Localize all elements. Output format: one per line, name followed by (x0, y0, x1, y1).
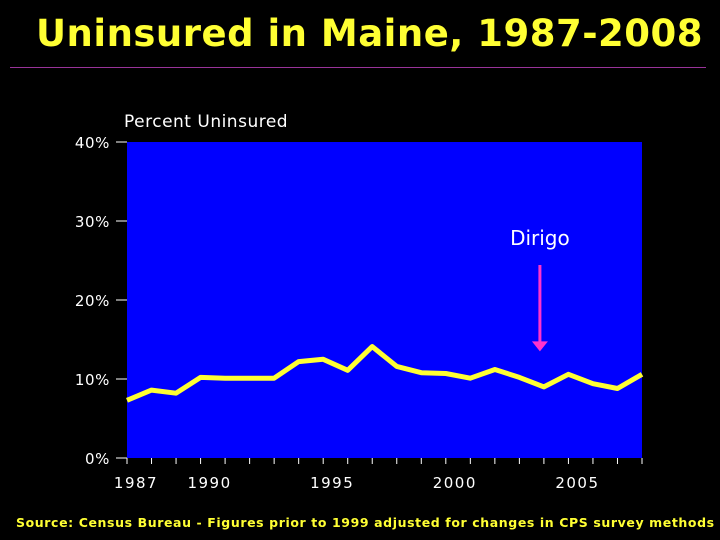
y-tick-label: 10% (75, 371, 110, 389)
y-tick-label: 30% (75, 213, 110, 231)
uninsured-series-line (126, 344, 644, 403)
y-tick-label: 20% (75, 292, 110, 310)
annotation-label: Dirigo (510, 226, 570, 250)
annotation-arrow-head (531, 341, 548, 352)
x-tick-label: 2000 (433, 474, 477, 492)
source-note: Source: Census Bureau - Figures prior to… (16, 515, 715, 530)
x-tick-label: 2005 (555, 474, 599, 492)
title-divider (10, 67, 706, 68)
y-axis-label: Percent Uninsured (124, 112, 288, 132)
x-tick-label: 1995 (310, 474, 354, 492)
plot-area (127, 142, 642, 458)
y-tick-label: 40% (75, 134, 110, 152)
slide-title: Uninsured in Maine, 1987-2008 (36, 12, 704, 55)
y-tick-label: 0% (85, 450, 110, 468)
x-tick-label: 1987 (114, 474, 158, 492)
x-tick-label: 1990 (187, 474, 231, 492)
